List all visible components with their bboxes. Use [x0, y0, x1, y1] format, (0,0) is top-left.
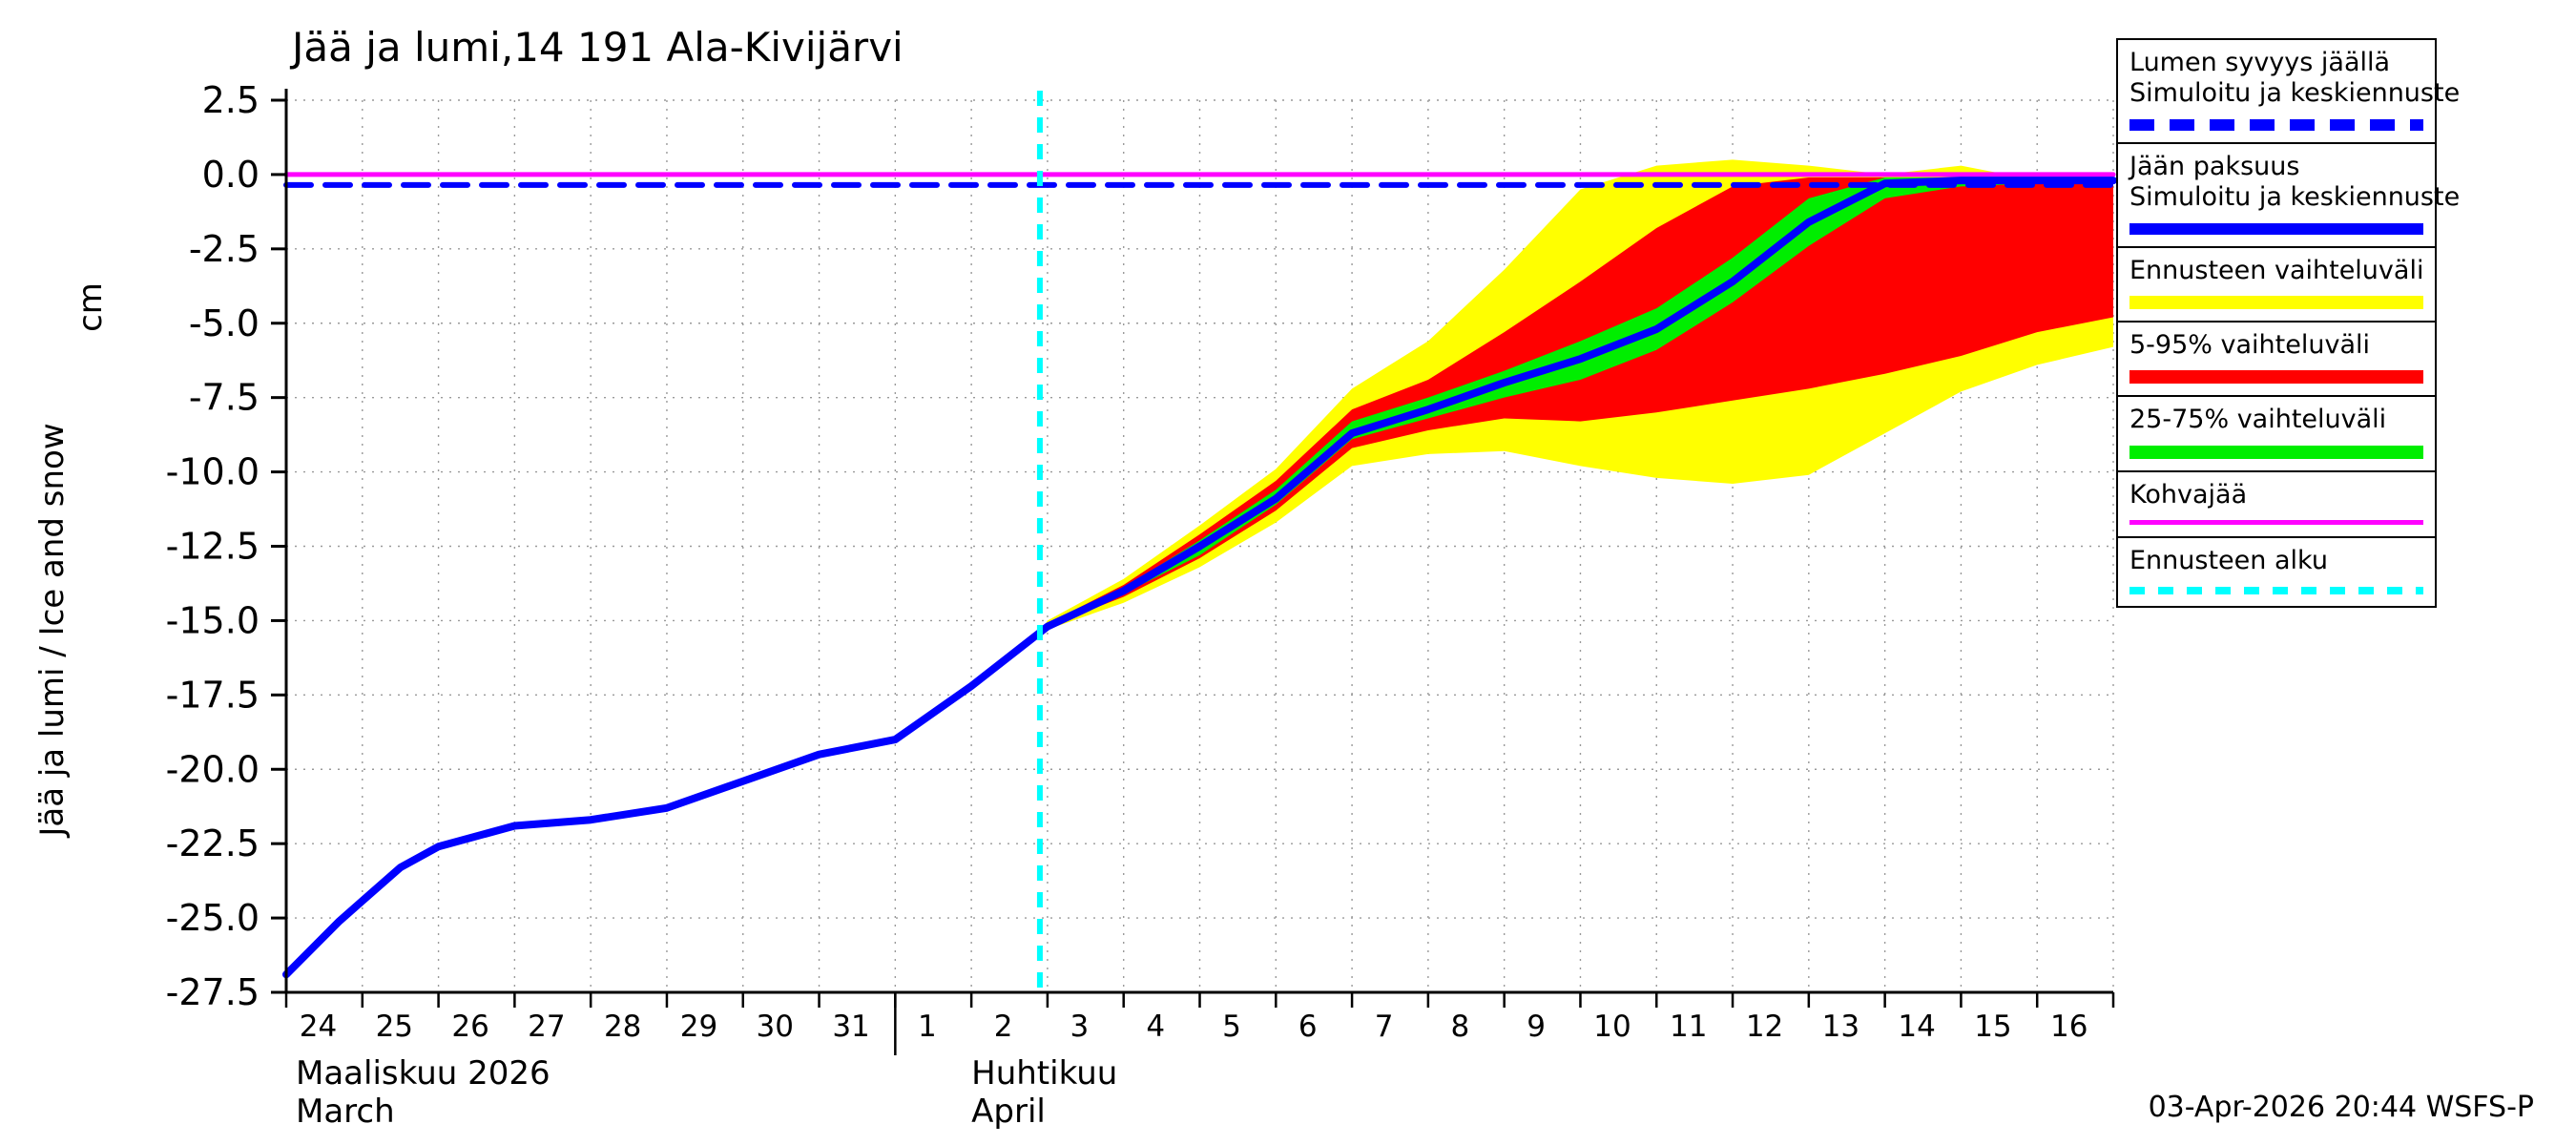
legend-sample-solid-line	[2129, 222, 2423, 235]
month-label-april: April	[971, 1093, 1046, 1131]
legend-label: Kohvajää	[2129, 479, 2248, 510]
x-tick-label: 7	[1375, 1010, 1394, 1044]
y-tick-label: -10.0	[166, 451, 260, 493]
y-tick-label: -5.0	[189, 302, 260, 344]
x-tick-label: 14	[1898, 1010, 1935, 1044]
legend-label: Simuloitu ja keskiennuste	[2129, 182, 2461, 213]
y-axis-unit: cm	[72, 282, 110, 332]
chart-title: Jää ja lumi,14 191 Ala-Kivijärvi	[289, 24, 904, 71]
legend-label: Lumen syvyys jäällä	[2129, 48, 2391, 77]
x-tick-label: 8	[1451, 1010, 1470, 1044]
x-tick-label: 11	[1670, 1010, 1707, 1044]
x-tick-label: 29	[680, 1010, 717, 1044]
x-tick-label: 2	[994, 1010, 1013, 1044]
legend-item-4: 25-75% vaihteluväli	[2118, 395, 2435, 469]
y-tick-label: -25.0	[166, 897, 260, 939]
legend-label: Simuloitu ja keskiennuste	[2129, 78, 2461, 109]
legend-label: 5-95% vaihteluväli	[2129, 329, 2370, 360]
legend-item-2: Ennusteen vaihteluväli	[2118, 245, 2435, 321]
x-tick-label: 25	[376, 1010, 413, 1044]
legend-sample-solid-line	[2129, 295, 2423, 309]
month-label-huhtikuu: Huhtikuu	[971, 1054, 1117, 1093]
x-tick-label: 26	[451, 1010, 488, 1044]
legend-label: 25-75% vaihteluväli	[2129, 405, 2387, 435]
x-tick-label: 31	[832, 1010, 869, 1044]
y-tick-label: -17.5	[166, 674, 260, 716]
legend-sample-dashed-line	[2129, 586, 2423, 594]
x-tick-label: 4	[1146, 1010, 1165, 1044]
y-tick-label: 2.5	[202, 79, 260, 121]
x-tick-label: 16	[2050, 1010, 2088, 1044]
x-tick-label: 10	[1593, 1010, 1631, 1044]
y-tick-label: -7.5	[189, 377, 260, 419]
x-tick-label: 27	[528, 1010, 565, 1044]
month-label-maaliskuu: Maaliskuu 2026	[296, 1054, 551, 1093]
y-tick-label: -15.0	[166, 599, 260, 641]
legend-sample-solid-line	[2129, 520, 2423, 526]
y-tick-label: -27.5	[166, 971, 260, 1013]
x-tick-label: 3	[1070, 1010, 1090, 1044]
legend: Lumen syvyys jäällä Simuloitu ja keskienn…	[2116, 38, 2461, 608]
legend-label: Ennusteen alku	[2129, 546, 2328, 576]
legend-sample-dashed-line	[2129, 118, 2423, 131]
legend-label: Jään paksuus	[2129, 151, 2300, 181]
legend-item-5: Kohvajää	[2118, 469, 2435, 536]
legend-item-3: 5-95% vaihteluväli	[2118, 320, 2435, 395]
band-p5-95	[1039, 177, 2113, 633]
x-tick-label: 15	[1974, 1010, 2011, 1044]
legend-item-6: Ennusteen alku	[2118, 536, 2435, 605]
x-tick-label: 30	[757, 1010, 794, 1044]
x-tick-label: 6	[1298, 1010, 1318, 1044]
x-tick-label: 1	[918, 1010, 937, 1044]
legend-sample-solid-line	[2129, 370, 2423, 385]
y-tick-label: -22.5	[166, 822, 260, 864]
y-tick-label: -12.5	[166, 526, 260, 568]
y-tick-label: -20.0	[166, 748, 260, 790]
x-tick-label: 28	[604, 1010, 641, 1044]
x-tick-label: 13	[1822, 1010, 1859, 1044]
y-axis-label: Jää ja lumi / Ice and snow	[33, 423, 72, 838]
x-tick-label: 12	[1746, 1010, 1783, 1044]
month-label-march: March	[296, 1093, 395, 1131]
y-tick-label: 0.0	[202, 154, 260, 196]
legend-item-1: Jään paksuus Simuloitu ja keskiennuste	[2118, 141, 2461, 246]
timestamp: 03-Apr-2026 20:44 WSFS-P	[2148, 1091, 2534, 1124]
legend-label: Ennusteen vaihteluväli	[2129, 255, 2424, 285]
series-ice-thickness	[282, 177, 2117, 979]
x-tick-label: 5	[1222, 1010, 1241, 1044]
legend-item-0: Lumen syvyys jäällä Simuloitu ja keskienn…	[2118, 40, 2461, 142]
x-tick-label: 9	[1527, 1010, 1546, 1044]
y-tick-label: -2.5	[189, 228, 260, 270]
legend-sample-solid-line	[2129, 445, 2423, 459]
x-tick-label: 24	[300, 1010, 337, 1044]
